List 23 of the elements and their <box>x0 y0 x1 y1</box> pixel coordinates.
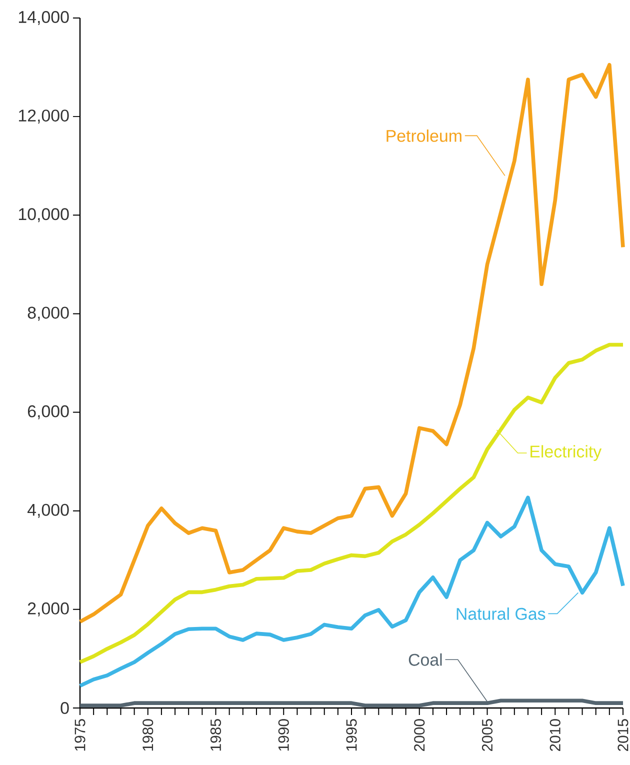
x-tick-label: 1975 <box>74 719 86 751</box>
x-tick-label: 1990 <box>278 719 289 751</box>
x-tick-label: 1995 <box>346 719 357 751</box>
y-tick-label: 6,000 <box>28 405 69 420</box>
line-series <box>78 496 625 688</box>
y-tick-label: 2,000 <box>28 602 69 616</box>
x-tick-label: 2005 <box>482 719 493 752</box>
annotation: Petroleum <box>386 129 462 142</box>
y-tick-label: 8,000 <box>28 306 69 321</box>
x-tick-label: 1980 <box>142 719 154 751</box>
x-tick-label: 2000 <box>414 719 425 752</box>
line-series <box>78 342 625 664</box>
y-tick-label: 10,000 <box>18 208 69 222</box>
y-tick-label: 12,000 <box>18 110 69 124</box>
x-tick-label: 2015 <box>618 719 628 752</box>
annotation: Natural Gas <box>456 607 546 620</box>
annotation: Electricity <box>530 445 602 461</box>
x-tick-label: 2010 <box>550 719 560 752</box>
y-tick-label: 0 <box>60 702 69 714</box>
y-tick-label: 4,000 <box>27 504 69 518</box>
y-tick-label: 14,000 <box>18 10 69 25</box>
annotation: Coal <box>408 653 442 666</box>
x-tick-label: 1985 <box>210 719 222 751</box>
